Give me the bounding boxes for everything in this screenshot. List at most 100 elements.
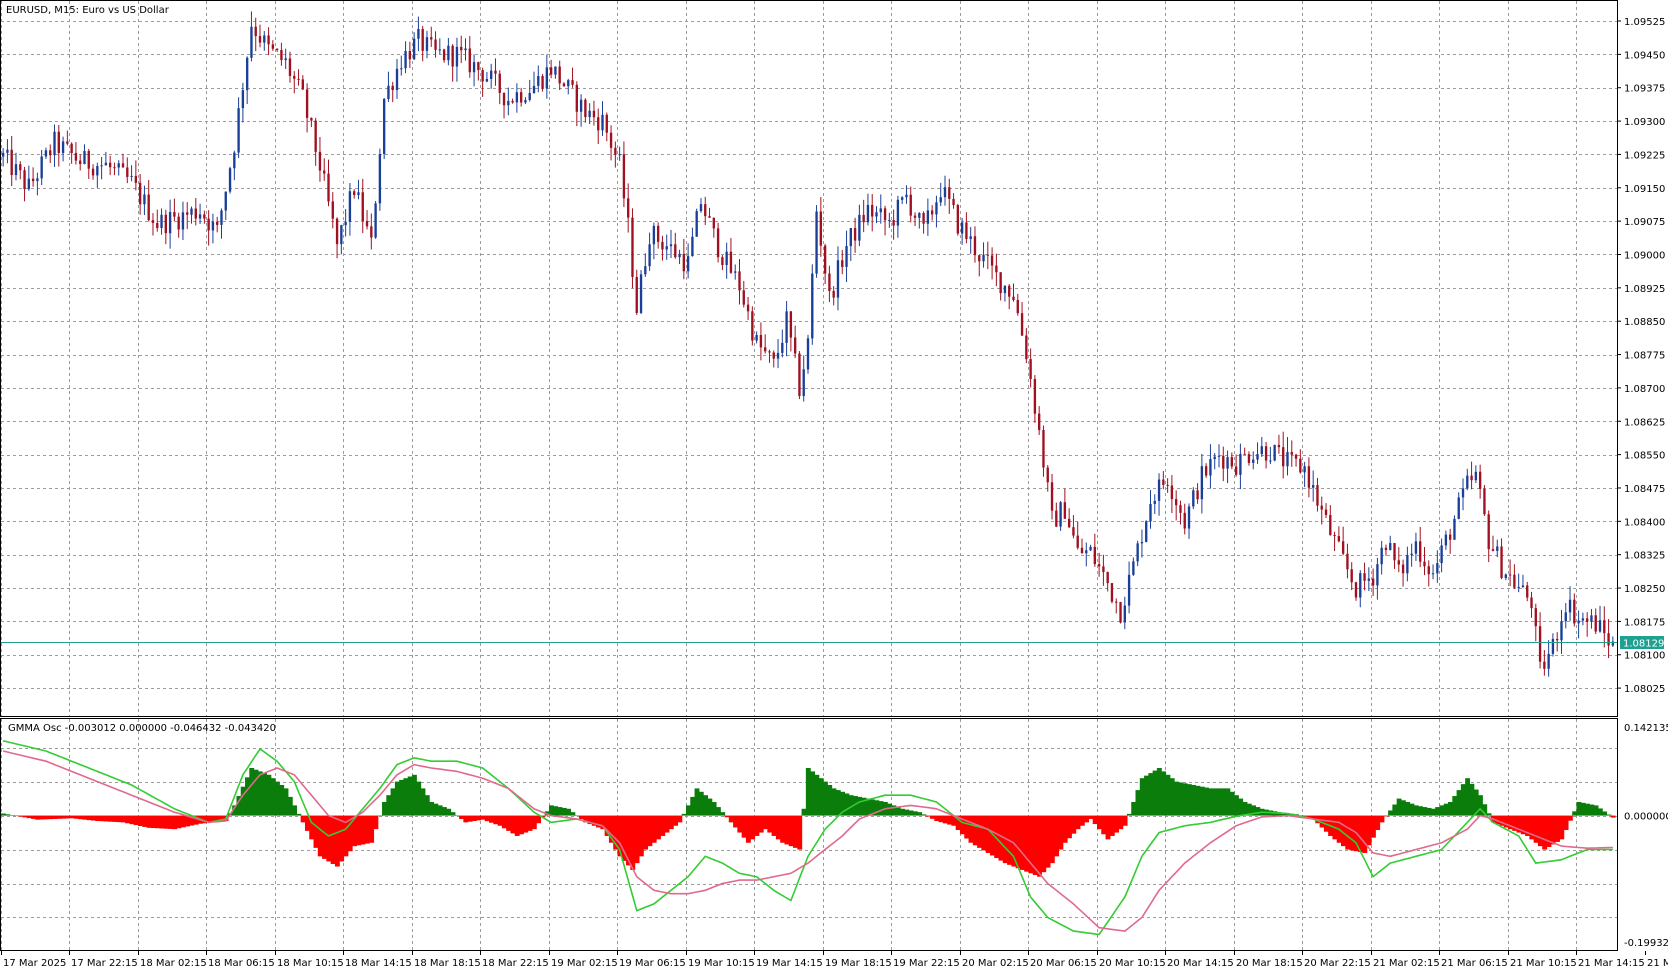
oscillator-bar — [913, 811, 918, 815]
oscillator-bar — [151, 816, 156, 828]
oscillator-bar — [421, 788, 426, 815]
oscillator-bar — [553, 806, 558, 815]
time-axis-label: 17 Mar 2025 — [3, 958, 66, 969]
oscillator-bar — [930, 816, 935, 819]
oscillator-bar — [1611, 816, 1616, 818]
time-axis-label: 18 Mar 18:15 — [414, 958, 481, 969]
oscillator-bar — [468, 816, 473, 822]
oscillator-bar — [844, 793, 849, 815]
oscillator-bar — [1101, 816, 1106, 835]
time-axis-label: 18 Mar 10:15 — [277, 958, 344, 969]
candle — [1453, 515, 1455, 539]
oscillator-bar — [695, 788, 700, 815]
candle — [1111, 583, 1113, 603]
oscillator-bar — [322, 816, 327, 859]
candle — [229, 167, 231, 194]
oscillator-bar — [1362, 816, 1367, 853]
time-axis-label: 20 Mar 10:15 — [1099, 958, 1166, 969]
oscillator-bar — [1016, 816, 1021, 869]
oscillator-bar — [14, 816, 19, 817]
oscillator-bar — [1191, 785, 1196, 816]
oscillator-bar — [40, 816, 45, 820]
oscillator-bar — [575, 816, 580, 817]
oscillator-bar — [1576, 802, 1581, 816]
price-axis-label: 1.09075 — [1624, 217, 1665, 228]
oscillator-bar — [1183, 783, 1188, 815]
oscillator-bar — [1410, 804, 1415, 816]
oscillator-bar — [386, 795, 391, 815]
oscillator-bar — [129, 816, 134, 825]
oscillator-bar — [917, 812, 922, 815]
current-price-label: 1.08129 — [1623, 639, 1664, 650]
price-axis-label: 1.08625 — [1624, 417, 1665, 428]
oscillator-bar — [1380, 816, 1385, 823]
oscillator-bar — [442, 807, 447, 815]
oscillator-bar — [284, 788, 289, 815]
oscillator-bar — [22, 816, 27, 818]
time-axis-label: 19 Mar 18:15 — [825, 958, 892, 969]
oscillator-bar — [1208, 788, 1213, 815]
price-axis[interactable]: 1.095251.094501.093751.093001.092251.091… — [1617, 17, 1665, 695]
oscillator-bar — [138, 816, 143, 826]
time-axis-label: 20 Mar 22:15 — [1304, 958, 1371, 969]
oscillator-bar — [1071, 816, 1076, 834]
time-axis-label: 19 Mar 06:15 — [619, 958, 686, 969]
oscillator-bar — [451, 812, 456, 815]
oscillator-bar — [1046, 816, 1051, 868]
oscillator-bar — [1195, 786, 1200, 816]
oscillator-bar — [112, 816, 117, 822]
oscillator-bar — [964, 816, 969, 839]
oscillator-bar — [301, 816, 306, 823]
candle — [696, 209, 698, 237]
candle — [379, 149, 381, 211]
oscillator-bar — [635, 816, 640, 864]
oscillator-bar — [472, 816, 477, 821]
oscillator-bar — [797, 816, 802, 850]
oscillator-axis-zero: 0.000000 — [1624, 812, 1668, 823]
oscillator-bar — [900, 809, 905, 816]
oscillator-bar — [707, 799, 712, 816]
oscillator-bar — [523, 816, 528, 833]
oscillator-bar — [729, 816, 734, 823]
oscillator-bar — [1439, 805, 1444, 815]
candle — [815, 205, 817, 278]
oscillator-axis-top: 0.142135 — [1624, 723, 1668, 734]
oscillator-bar — [759, 816, 764, 833]
time-axis-label: 18 Mar 22:15 — [482, 958, 549, 969]
oscillator-bar — [1080, 816, 1085, 826]
oscillator-bar — [99, 816, 104, 822]
candle — [1059, 501, 1061, 531]
oscillator-bar — [784, 816, 789, 845]
oscillator-bar — [725, 816, 730, 818]
oscillator-bar — [763, 816, 768, 830]
candle — [383, 98, 385, 159]
oscillator-bar — [1589, 805, 1594, 816]
oscillator-bar — [117, 816, 122, 823]
oscillator-bar — [1221, 788, 1226, 815]
oscillator-bar — [532, 816, 537, 830]
oscillator-title: GMMA Osc -0.003012 0.000000 -0.046432 -0… — [8, 723, 276, 734]
oscillator-bar — [720, 812, 725, 815]
oscillator-bar — [1084, 816, 1089, 823]
oscillator-bar — [1088, 816, 1093, 819]
oscillator-bar — [108, 816, 113, 822]
oscillator-bar — [1448, 802, 1453, 816]
oscillator-bar — [1465, 778, 1470, 815]
oscillator-bar — [562, 808, 567, 816]
oscillator-bar — [1076, 816, 1081, 830]
oscillator-bar — [82, 816, 87, 820]
oscillator-bar — [5, 814, 10, 815]
oscillator-bar — [463, 816, 468, 823]
oscillator-bar — [429, 802, 434, 816]
oscillator-bar — [772, 816, 777, 836]
oscillator-bar — [399, 780, 404, 816]
oscillator-bar — [326, 816, 331, 862]
oscillator-bar — [1153, 771, 1158, 816]
time-axis-label: 18 Mar 06:15 — [208, 958, 275, 969]
oscillator-bar — [1572, 811, 1577, 815]
oscillator-bar — [485, 816, 490, 822]
oscillator-bar — [767, 816, 772, 833]
oscillator-bar — [87, 816, 92, 821]
